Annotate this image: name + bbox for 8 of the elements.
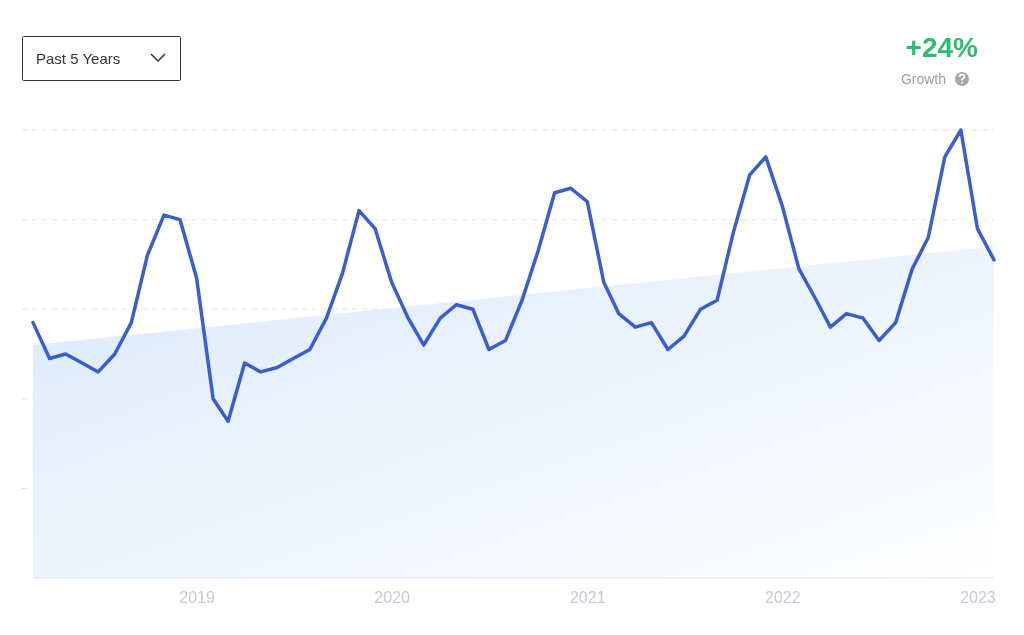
x-tick-label: 2020 (374, 589, 411, 607)
x-tick-label: 2023 (960, 589, 996, 607)
text: +24% (905, 32, 979, 63)
text: Past 5 Years (36, 50, 121, 67)
text: Growth (900, 71, 946, 87)
x-tick-label: 2022 (765, 589, 801, 607)
x-tick-label: 2021 (569, 589, 606, 607)
x-tick-label: 2019 (179, 589, 215, 607)
